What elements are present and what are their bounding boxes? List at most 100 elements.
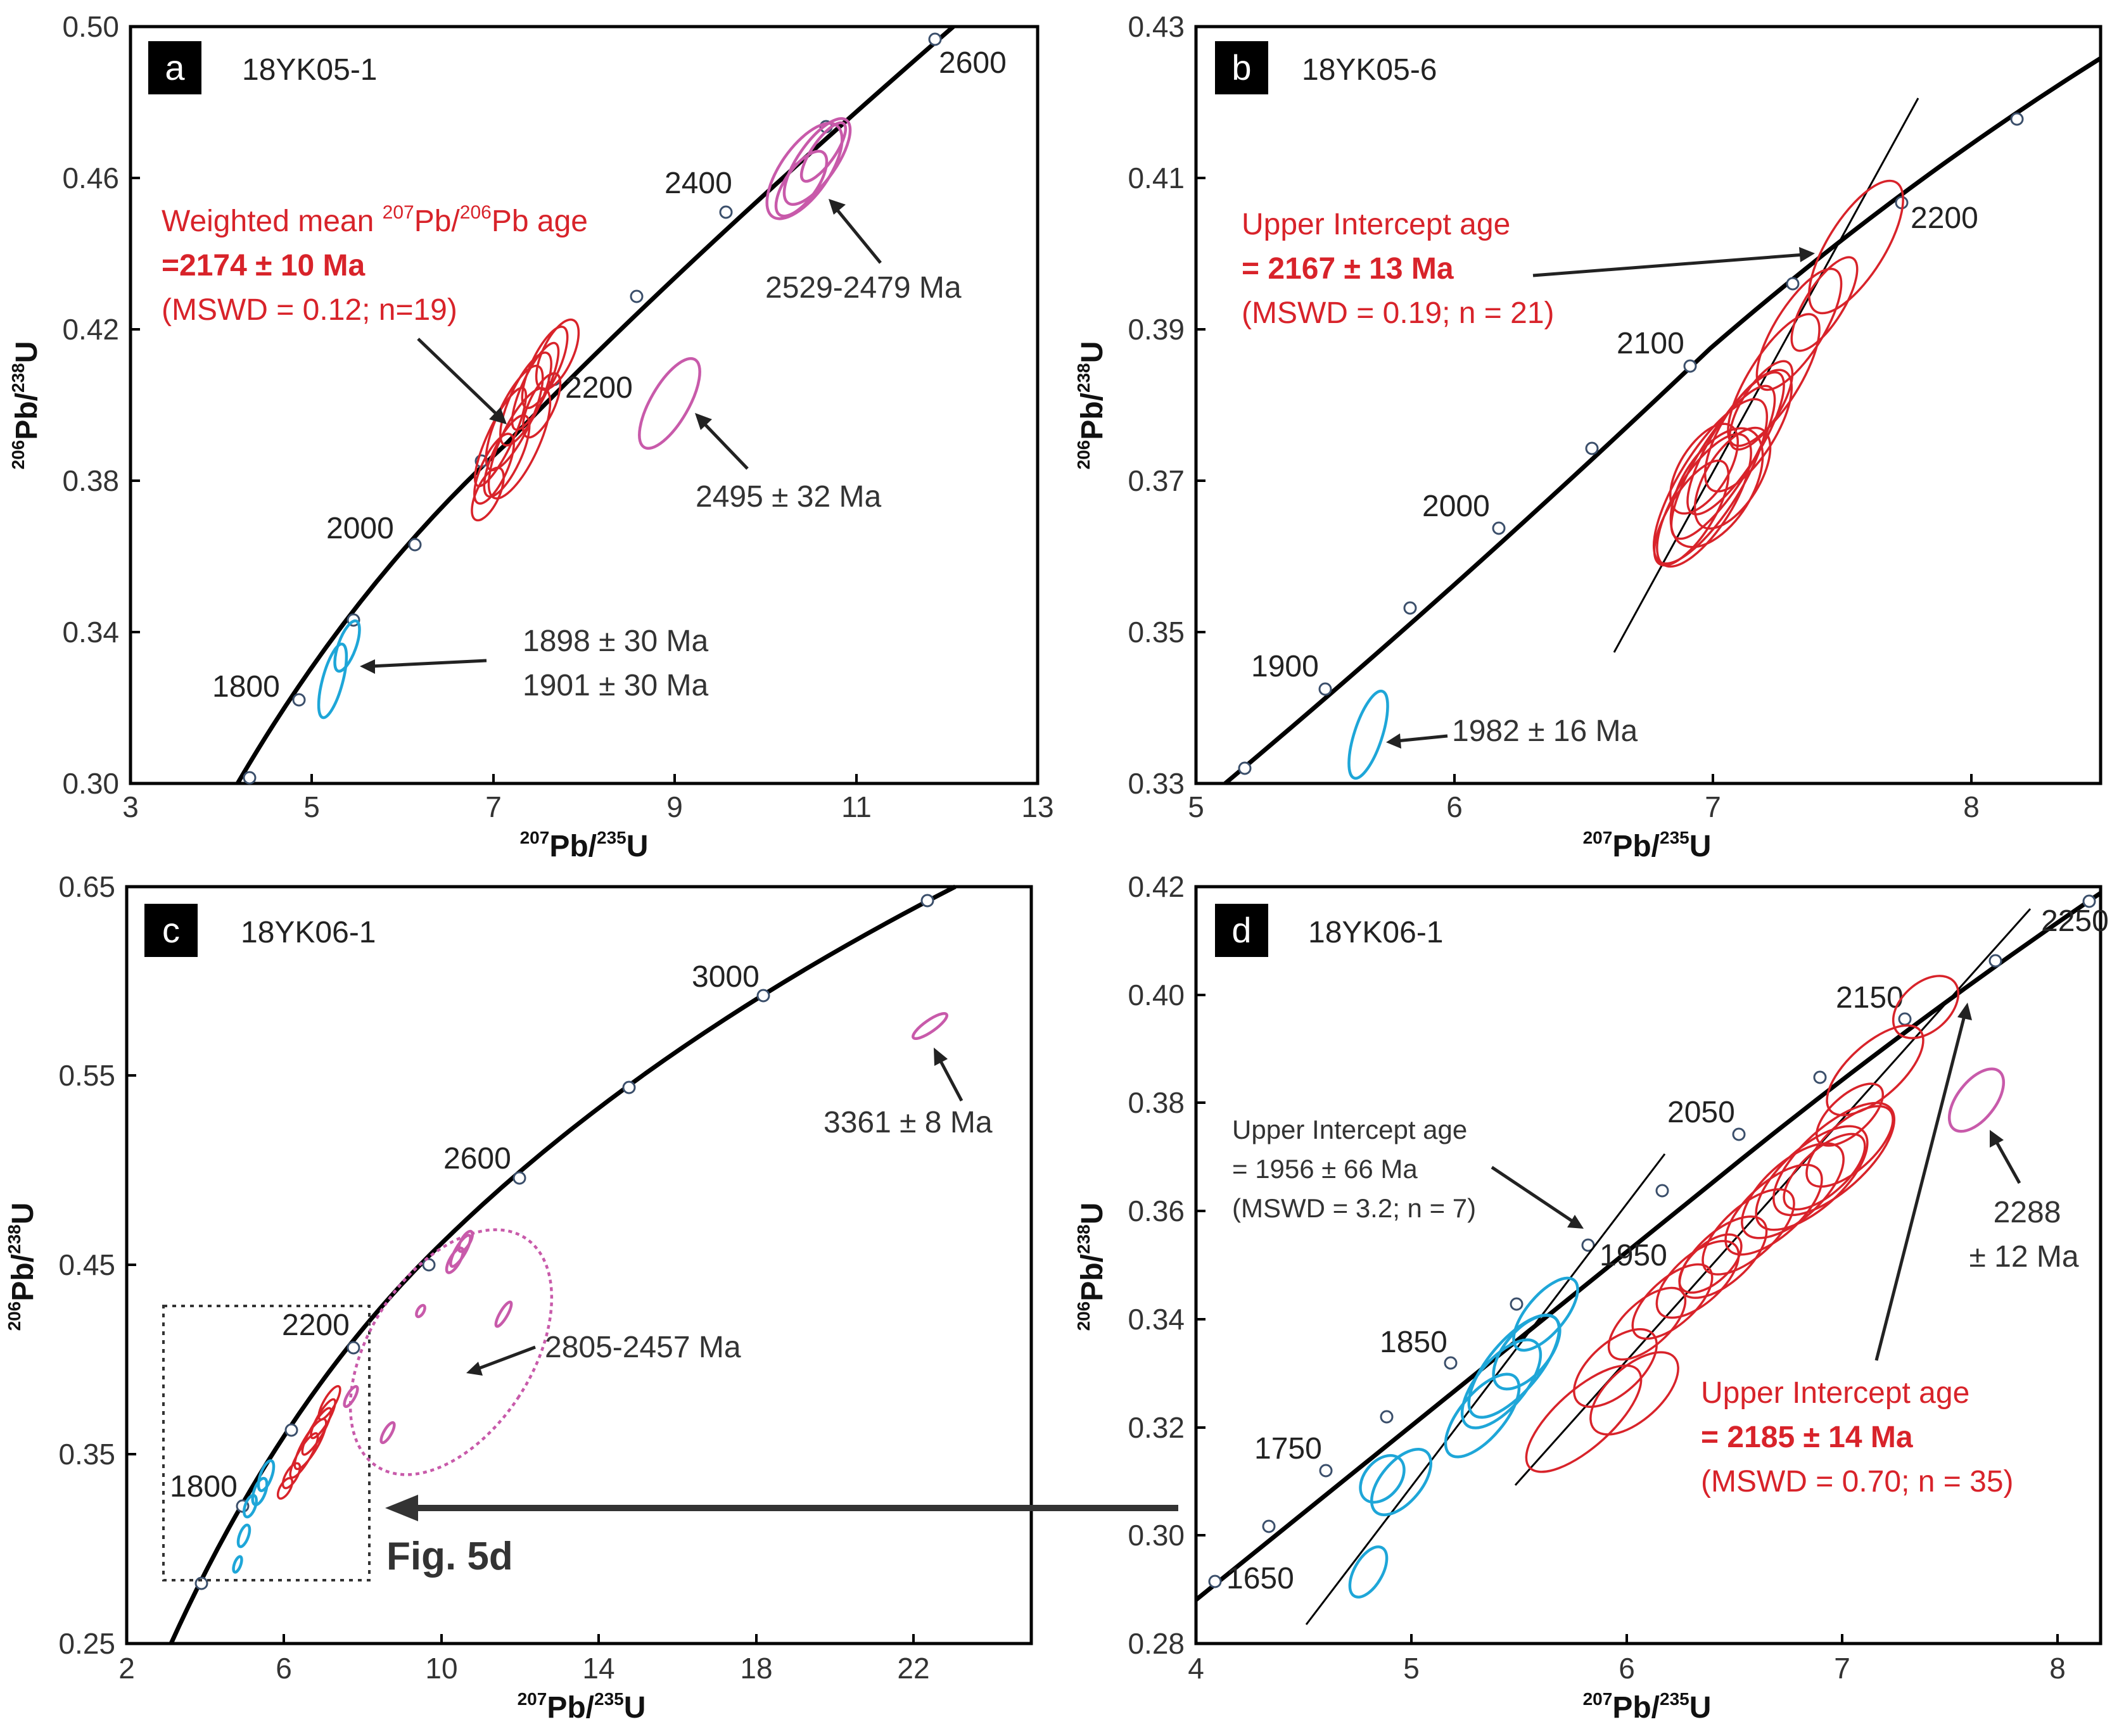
d-arrows: [1491, 1003, 2021, 1361]
a-cyan-ellipses: [317, 619, 361, 719]
b-upper-intercept-mswd: (MSWD = 0.19; n = 21): [1242, 296, 1555, 330]
d-red-ellipse: [1772, 1101, 1895, 1217]
a-age-2200: 2200: [565, 371, 633, 405]
d-cyan-ellipse: [1359, 1454, 1406, 1504]
c-arrows: [385, 1048, 1178, 1521]
panel-d-xticklabels: 4 5 6 7 8: [1188, 1652, 2066, 1685]
d-xlabel: 207Pb/235U: [1583, 1689, 1712, 1725]
d-cyan-ellipse: [1492, 1314, 1562, 1391]
d-black-intercept-label: Upper Intercept age: [1232, 1115, 1467, 1144]
a-cyan-ellipse: [317, 642, 348, 719]
d-red-intercept-value: = 2185 ± 14 Ma: [1701, 1421, 1913, 1454]
a-arrows: [360, 199, 882, 674]
d-red-ellipse: [1589, 1351, 1679, 1436]
c-xlabel: 207Pb/235U: [518, 1689, 646, 1725]
b-ytick-4: 0.41: [1128, 162, 1185, 194]
a-xtick-4: 11: [841, 790, 872, 823]
d-age-1750: 1750: [1254, 1432, 1322, 1466]
d-ytick-5: 0.38: [1128, 1086, 1185, 1119]
d-red-ellipse: [1573, 1328, 1658, 1408]
panel-a-frame: [129, 25, 1040, 785]
c-xtick-2: 10: [425, 1652, 457, 1685]
c-mag-ellipse: [449, 1234, 472, 1268]
a-ytick-0: 0.30: [62, 767, 119, 800]
d-age-1850: 1850: [1380, 1326, 1447, 1359]
d-red-ellipse: [1702, 1188, 1795, 1276]
c-xtick-0: 2: [118, 1652, 135, 1685]
d-xtick-2: 6: [1619, 1652, 1635, 1685]
c-mag-ellipse-large: [348, 1228, 554, 1476]
panel-b-yticklabels: 0.33 0.35 0.37 0.39 0.41 0.43: [1128, 10, 1185, 800]
b-ytick-2: 0.37: [1128, 464, 1185, 497]
a-xtick-2: 7: [485, 790, 502, 823]
a-sample-name: 18YK05-1: [242, 53, 378, 87]
b-ylabel: 206Pb/238U: [1074, 341, 1109, 470]
panel-c-frame: [125, 885, 1033, 1645]
b-ytick-1: 0.35: [1128, 616, 1185, 649]
b-ytick-0: 0.33: [1128, 767, 1185, 800]
b-panel-badge: [1215, 41, 1268, 94]
c-mag-ellipse: [415, 1303, 426, 1319]
a-cyan-label-2: 1901 ± 30 Ma: [523, 669, 709, 702]
a-mag-ellipse: [799, 121, 848, 183]
c-mag-ellipse: [457, 1229, 474, 1253]
c-ytick-2: 0.45: [58, 1248, 115, 1281]
a-ytick-2: 0.38: [62, 464, 119, 497]
a-mag-ellipse: [782, 117, 852, 206]
d-xtick-0: 4: [1188, 1652, 1204, 1685]
a-xtick-3: 9: [666, 790, 683, 823]
b-sample-name: 18YK05-6: [1302, 53, 1437, 87]
d-red-ellipse: [1678, 1233, 1743, 1294]
a-red-ellipse: [485, 364, 544, 472]
d-concordia-dots: [1208, 894, 2096, 1588]
c-mag-ellipse: [445, 1246, 465, 1274]
c-red-ellipse: [289, 1432, 319, 1479]
b-age-2000: 2000: [1422, 490, 1490, 523]
b-xlabel: 207Pb/235U: [1583, 828, 1712, 863]
a-ytick-3: 0.42: [62, 313, 119, 346]
c-sample-name: 18YK06-1: [241, 916, 376, 949]
d-mag-ellipse: [1947, 1067, 2006, 1133]
panel-b-ticks: [1195, 25, 1973, 785]
d-red-ellipse: [1741, 1142, 1845, 1239]
d-mag-label-2: ± 12 Ma: [1969, 1240, 2078, 1274]
c-magenta-ellipses: [343, 1011, 948, 1476]
a-cyan-ellipse: [333, 619, 361, 673]
d-red-ellipse: [1724, 1163, 1823, 1256]
d-cyan-ellipse: [1370, 1447, 1433, 1517]
b-cyan-label: 1982 ± 16 Ma: [1452, 714, 1638, 748]
d-cyan-ellipse: [1444, 1372, 1521, 1459]
c-panel-badge: [144, 904, 198, 957]
c-red-ellipse: [281, 1462, 302, 1490]
d-cyan-ellipses: [1348, 1276, 1579, 1599]
d-ytick-1: 0.30: [1128, 1519, 1185, 1552]
c-xtick-3: 14: [582, 1652, 614, 1685]
b-red-ellipse: [1728, 360, 1794, 451]
b-age-1900: 1900: [1251, 650, 1319, 683]
panel-c-ticks: [125, 885, 915, 1645]
d-panel-badge: [1215, 904, 1268, 957]
b-red-ellipse: [1755, 267, 1843, 391]
d-red-ellipses: [1525, 975, 1960, 1473]
panel-d-frame: [1194, 885, 2102, 1645]
d-red-ellipse: [1892, 975, 1960, 1039]
c-age-2200: 2200: [282, 1308, 350, 1342]
d-red-ellipse: [1805, 1105, 1894, 1188]
b-arrows: [1386, 247, 1815, 749]
c-mag-ellipse: [912, 1011, 948, 1041]
a-panel-letter: a: [165, 48, 185, 87]
d-cyan-ellipse: [1512, 1276, 1579, 1352]
c-mag-ellipse: [494, 1300, 513, 1328]
a-red-ellipse: [473, 433, 515, 505]
a-red-ellipse: [471, 466, 505, 522]
c-xtick-5: 22: [897, 1652, 929, 1685]
d-red-ellipse: [1607, 1286, 1687, 1361]
a-red-ellipse: [521, 372, 562, 439]
d-xtick-4: 8: [2049, 1652, 2066, 1685]
c-fig5d-box: [162, 1305, 371, 1581]
b-red-ellipse: [1790, 256, 1859, 352]
c-cyan-ellipse: [257, 1459, 276, 1492]
b-concordia-dots: [1238, 112, 2024, 775]
d-age-1650: 1650: [1226, 1562, 1294, 1595]
